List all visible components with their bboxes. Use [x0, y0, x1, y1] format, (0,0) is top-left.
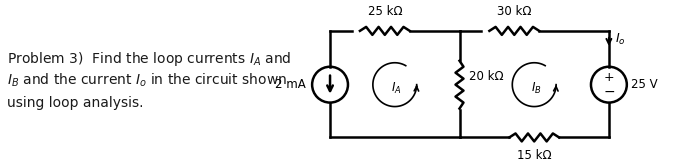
Text: 25 kΩ: 25 kΩ	[368, 5, 402, 18]
Text: 20 kΩ: 20 kΩ	[469, 70, 504, 83]
Text: 30 kΩ: 30 kΩ	[497, 5, 532, 18]
Text: $I_B$: $I_B$	[531, 81, 541, 96]
Text: $I_A$: $I_A$	[392, 81, 402, 96]
Text: +: +	[603, 71, 614, 84]
Text: $I_B$ and the current $I_o$ in the circuit shown: $I_B$ and the current $I_o$ in the circu…	[7, 72, 287, 89]
Text: using loop analysis.: using loop analysis.	[7, 96, 144, 110]
Text: $I_o$: $I_o$	[615, 32, 626, 47]
Text: 2 mA: 2 mA	[275, 78, 306, 91]
Text: Problem 3)  Find the loop currents $I_A$ and: Problem 3) Find the loop currents $I_A$ …	[7, 50, 292, 68]
Text: 15 kΩ: 15 kΩ	[517, 149, 552, 162]
Text: 25 V: 25 V	[631, 78, 657, 91]
Text: −: −	[603, 85, 615, 99]
